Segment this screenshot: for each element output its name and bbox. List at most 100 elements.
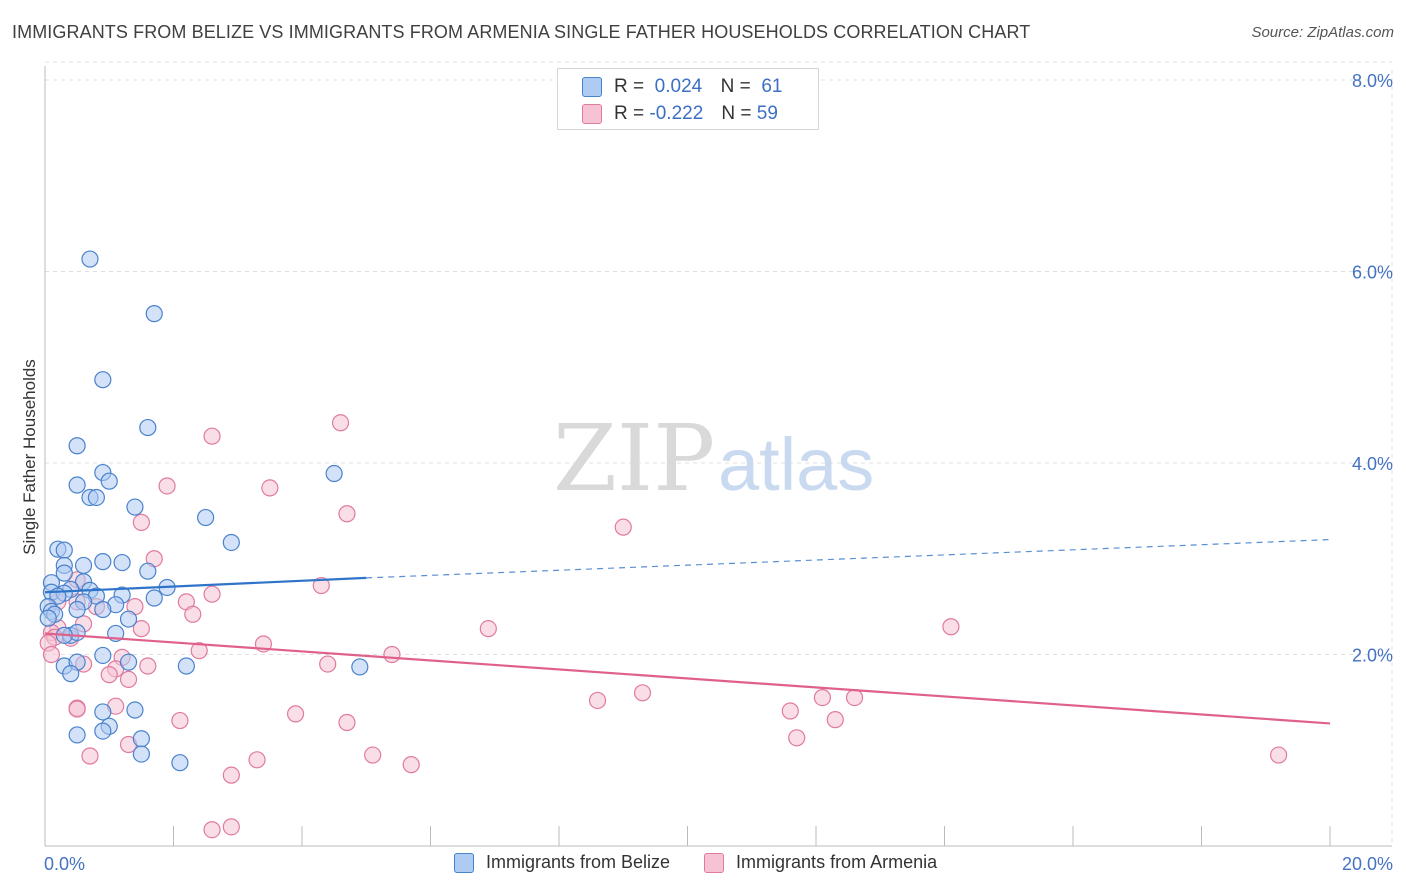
belize-point[interactable] <box>100 472 118 490</box>
y-tick-label: 8.0% <box>1352 71 1393 91</box>
belize-point[interactable] <box>139 562 157 580</box>
belize-point[interactable] <box>68 437 86 455</box>
belize-trend-line <box>44 576 367 594</box>
armenia-point[interactable] <box>781 702 799 720</box>
belize-point[interactable] <box>68 726 86 744</box>
legend-item-belize[interactable]: Immigrants from Belize <box>454 852 670 873</box>
belize-point[interactable] <box>351 658 369 676</box>
legend-label-armenia: Immigrants from Armenia <box>736 852 938 872</box>
belize-point[interactable] <box>132 730 150 748</box>
belize-point[interactable] <box>68 476 86 494</box>
belize-point[interactable] <box>119 610 138 628</box>
armenia-point[interactable] <box>1269 746 1288 764</box>
armenia-point[interactable] <box>479 620 497 638</box>
belize-point[interactable] <box>139 418 157 437</box>
n-value: 59 <box>756 103 778 124</box>
belize-point[interactable] <box>94 722 112 740</box>
armenia-point[interactable] <box>364 746 382 764</box>
armenia-point[interactable] <box>614 518 632 536</box>
armenia-point[interactable] <box>338 505 356 523</box>
belize-point[interactable] <box>145 589 163 607</box>
belize-point[interactable] <box>62 665 80 683</box>
armenia-point[interactable] <box>588 691 607 710</box>
n-label: N = <box>720 76 751 97</box>
armenia-point[interactable] <box>248 751 266 769</box>
legend-label-belize: Immigrants from Belize <box>486 852 671 872</box>
watermark: ZIP atlas <box>553 405 874 512</box>
armenia-point[interactable] <box>286 705 305 723</box>
armenia-point[interactable] <box>68 700 86 718</box>
r-label: R = <box>614 103 645 124</box>
belize-trend-extension <box>366 539 1331 579</box>
armenia-point[interactable] <box>81 747 99 765</box>
belize-point[interactable] <box>171 754 189 772</box>
armenia-point[interactable] <box>132 620 150 638</box>
series-legend: Immigrants from Belize Immigrants from A… <box>454 852 971 873</box>
armenia-point[interactable] <box>826 711 844 729</box>
belize-point[interactable] <box>68 600 86 619</box>
belize-point[interactable] <box>126 701 144 719</box>
belize-point[interactable] <box>74 556 93 575</box>
belize-point[interactable] <box>94 703 112 721</box>
armenia-point[interactable] <box>222 818 240 836</box>
source-label: Source: ZipAtlas.com <box>1251 24 1394 41</box>
armenia-point[interactable] <box>813 688 832 707</box>
armenia-point[interactable] <box>132 513 150 531</box>
belize-point[interactable] <box>325 464 343 483</box>
armenia-point[interactable] <box>319 655 337 673</box>
armenia-point[interactable] <box>222 766 240 784</box>
armenia-point[interactable] <box>261 479 279 497</box>
armenia-point[interactable] <box>203 585 221 603</box>
x-tick-label-max: 20.0% <box>1342 854 1393 874</box>
armenia-point[interactable] <box>331 414 350 432</box>
belize-point[interactable] <box>94 600 112 619</box>
armenia-point[interactable] <box>139 657 157 675</box>
armenia-point[interactable] <box>100 666 118 684</box>
armenia-point[interactable] <box>203 821 221 839</box>
armenia-point[interactable] <box>788 729 806 747</box>
armenia-point[interactable] <box>942 618 960 636</box>
n-label: N = <box>721 103 752 124</box>
belize-point[interactable] <box>94 553 112 571</box>
armenia-swatch <box>582 104 602 124</box>
watermark-atlas: atlas <box>718 423 874 506</box>
belize-point[interactable] <box>87 488 106 507</box>
legend-item-armenia[interactable]: Immigrants from Armenia <box>704 852 937 873</box>
armenia-point[interactable] <box>190 642 208 660</box>
armenia-point[interactable] <box>338 713 356 732</box>
belize-point[interactable] <box>55 564 73 582</box>
correlation-legend: R = 0.024 N = 61 R = -0.222 N = 59 <box>557 68 819 130</box>
belize-point[interactable] <box>113 553 131 572</box>
armenia-point[interactable] <box>402 756 420 774</box>
armenia-point[interactable] <box>42 645 61 664</box>
armenia-swatch <box>704 852 725 873</box>
armenia-point[interactable] <box>171 711 189 730</box>
legend-row-armenia: R = -0.222 N = 59 <box>582 101 778 127</box>
belize-point[interactable] <box>132 745 150 763</box>
armenia-point[interactable] <box>184 605 202 623</box>
axes <box>44 66 1392 847</box>
belize-point[interactable] <box>94 646 112 665</box>
belize-point[interactable] <box>119 653 138 671</box>
belize-point[interactable] <box>94 371 112 389</box>
r-value: 0.024 <box>654 76 703 97</box>
armenia-point[interactable] <box>119 670 138 688</box>
belize-point[interactable] <box>197 508 215 527</box>
belize-point[interactable] <box>177 657 195 675</box>
armenia-point[interactable] <box>312 576 330 595</box>
armenia-point[interactable] <box>383 645 401 664</box>
watermark-zip: ZIP <box>553 405 715 512</box>
belize-point[interactable] <box>39 609 57 627</box>
armenia-point[interactable] <box>158 477 176 495</box>
belize-point[interactable] <box>222 533 240 552</box>
armenia-point[interactable] <box>633 684 652 702</box>
belize-point[interactable] <box>55 541 73 559</box>
armenia-trend-line <box>44 632 1331 725</box>
armenia-point[interactable] <box>845 688 864 707</box>
belize-point[interactable] <box>145 305 163 323</box>
belize-point[interactable] <box>81 250 99 268</box>
belize-point[interactable] <box>126 498 144 516</box>
trend-lines <box>44 539 1331 725</box>
armenia-point[interactable] <box>203 427 221 445</box>
